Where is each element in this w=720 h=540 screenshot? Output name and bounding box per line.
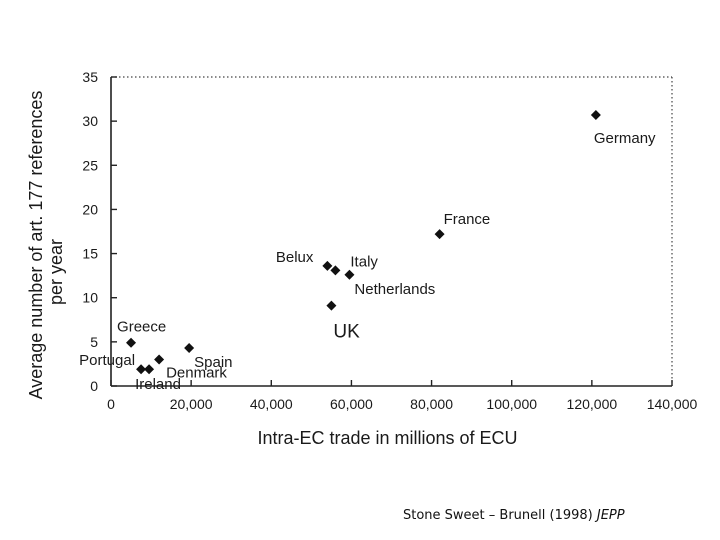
y-tick-label: 15 [82, 246, 98, 262]
data-point-portugal [136, 364, 147, 375]
y-axis-title-line-1: Average number of art. 177 references [26, 91, 46, 400]
point-labels: Germany France Belux Italy Netherlands UK Gree… [79, 130, 656, 393]
x-tick-label: 100,000 [486, 396, 537, 412]
point-label-denmark: Denmark [166, 365, 227, 382]
citation-authors: Stone Sweet – Brunell (1998) [403, 508, 597, 523]
point-label-germany: Germany [594, 130, 656, 147]
point-label-netherlands: Netherlands [354, 281, 435, 298]
point-label-spain: Spain [194, 354, 232, 371]
y-tick-label: 0 [90, 378, 98, 394]
x-axis-title: Intra-EC trade in millions of ECU [257, 428, 517, 448]
x-tick-label: 140,000 [647, 396, 698, 412]
x-tick-label: 120,000 [567, 396, 618, 412]
y-axis-ticks: 0 5 10 15 20 25 30 35 [82, 69, 117, 394]
data-point-germany [590, 109, 601, 120]
y-tick-label: 30 [82, 113, 98, 129]
plot-frame [110, 76, 673, 387]
point-label-portugal: Portugal [79, 352, 135, 369]
citation: Stone Sweet – Brunell (1998) JEPP [403, 508, 625, 523]
data-point-spain [184, 343, 195, 354]
data-point-france [434, 229, 445, 240]
point-label-uk: UK [333, 322, 360, 343]
data-point-ireland [144, 364, 155, 375]
y-axis-title-line-2: per year [46, 239, 66, 305]
citation-journal: JEPP [596, 508, 625, 523]
x-axis-ticks: 0 20,000 40,000 60,000 80,000 100,000 120,000 1… [107, 380, 698, 412]
point-label-greece: Greece [117, 319, 166, 336]
data-point-denmark [154, 354, 165, 365]
point-label-france: France [444, 211, 491, 228]
data-point-belux [322, 260, 333, 271]
y-tick-label: 10 [82, 290, 98, 306]
data-points [126, 109, 601, 375]
data-point-uk [326, 300, 337, 311]
x-tick-label: 0 [107, 396, 115, 412]
data-point-netherlands [344, 269, 355, 280]
data-point-italy [330, 265, 341, 276]
point-label-belux: Belux [276, 249, 314, 266]
y-tick-label: 5 [90, 334, 98, 350]
y-tick-label: 35 [82, 69, 98, 85]
x-tick-label: 40,000 [250, 396, 293, 412]
x-tick-label: 80,000 [410, 396, 453, 412]
y-tick-label: 20 [82, 201, 98, 217]
x-tick-label: 60,000 [330, 396, 373, 412]
point-label-ireland: Ireland [135, 376, 181, 393]
data-point-greece [126, 337, 137, 348]
y-tick-label: 25 [82, 157, 98, 173]
x-tick-label: 20,000 [170, 396, 213, 412]
point-label-italy: Italy [350, 253, 378, 270]
